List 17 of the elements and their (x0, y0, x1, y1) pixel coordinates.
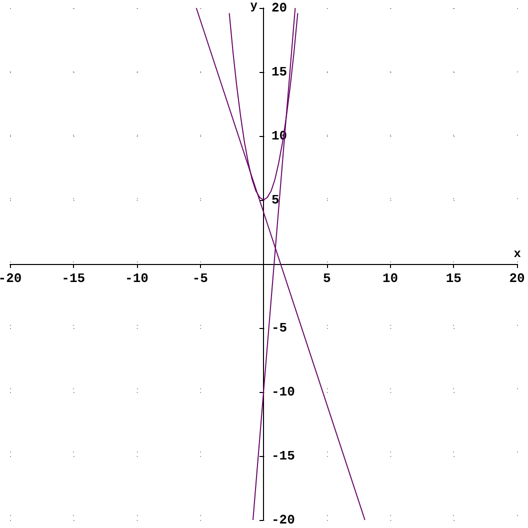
x-tick-label: 20 (509, 271, 525, 286)
y-tick-label: -20 (272, 512, 296, 528)
x-tick-label: -10 (125, 271, 149, 286)
x-tick-label: -20 (0, 271, 22, 286)
y-axis-title: y (250, 0, 258, 13)
y-tick-label: -5 (272, 320, 288, 336)
x-tick-label: -5 (192, 271, 208, 286)
y-tick-label: -15 (272, 448, 296, 464)
x-axis-title: x (514, 247, 521, 261)
y-tick-label: -10 (272, 384, 296, 400)
x-tick-label: 15 (446, 271, 462, 286)
y-tick-label: 20 (272, 0, 288, 16)
y-tick-label: 15 (272, 64, 288, 80)
x-tick-label: 10 (382, 271, 398, 286)
x-tick-label: -15 (62, 271, 86, 286)
x-tick-label: 5 (322, 271, 331, 286)
y-tick-label: 5 (272, 192, 280, 208)
